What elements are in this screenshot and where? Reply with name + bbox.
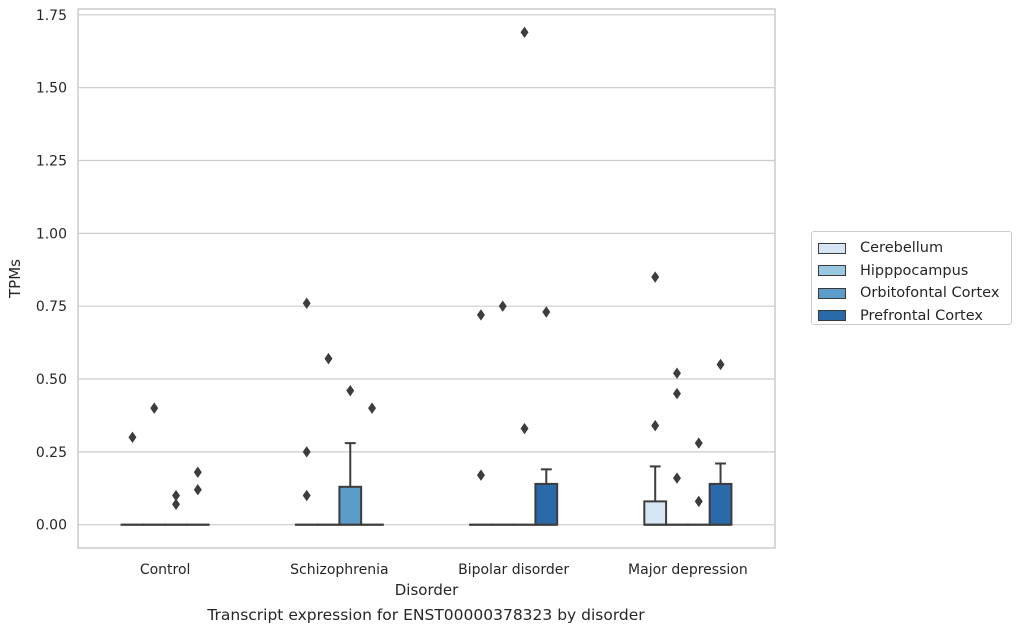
outlier-point [672,472,681,484]
plot-frame [77,8,776,549]
y-tick-label: 1.75 [36,8,67,24]
outlier-point [672,387,681,400]
y-tick-label: 0.75 [36,299,67,315]
outlier-point [476,309,485,321]
y-tick-label: 1.50 [36,81,67,97]
outlier-point [368,402,377,414]
x-tick-label: Schizophrenia [290,562,388,578]
legend-item: Prefrontal Cortex [812,305,1011,328]
outlier-point [498,300,507,312]
y-tick-label: 1.25 [36,154,67,170]
chart-caption: Transcript expression for ENST0000037832… [207,606,645,624]
legend-label: Prefrontal Cortex [860,307,983,324]
outlier-point [651,271,660,283]
x-tick-label: Bipolar disorder [458,562,569,578]
outlier-point [193,484,202,496]
outlier-point [346,384,355,397]
legend-item: Hipppocampus [812,260,1011,283]
outlier-point [302,489,311,502]
legend-label: Cerebellum [860,240,944,257]
y-tick-label: 0.50 [36,372,67,388]
legend-swatch [818,310,846,322]
outlier-point [324,352,333,365]
x-tick-label: Major depression [628,562,748,578]
outlier-point [128,431,137,443]
box [643,500,668,526]
outlier-point [172,498,181,510]
y-tick-label: 1.00 [36,226,67,242]
outlier-point [542,306,551,318]
outlier-point [150,402,159,414]
outlier-point [302,297,311,309]
legend-item: Orbitofontal Cortex [812,282,1011,305]
outlier-point [694,437,703,449]
legend-label: Hipppocampus [860,262,969,279]
legend-item: Cerebellum [812,237,1011,260]
outlier-point [302,446,311,458]
x-axis-title: Disorder [395,581,459,599]
outlier-point [520,26,529,39]
outlier-point [694,495,703,508]
legend-swatch [818,287,846,299]
legend-swatch [818,242,846,254]
outlier-point [476,469,485,481]
legend: Cerebellum Hipppocampus Orbitofontal Cor… [811,231,1012,325]
outlier-point [716,358,725,371]
x-tick-label: Control [140,562,191,578]
y-tick-label: 0.25 [36,445,67,461]
outlier-point [520,422,529,435]
box [338,485,363,526]
y-tick-label: 0.00 [36,518,67,534]
legend-swatch [818,265,846,277]
outlier-point [193,466,202,478]
outlier-point [651,419,660,432]
y-axis-title: TPMs [6,259,24,299]
box [534,482,559,526]
box [708,482,733,526]
legend-label: Orbitofontal Cortex [860,285,1000,302]
outlier-point [672,367,681,379]
